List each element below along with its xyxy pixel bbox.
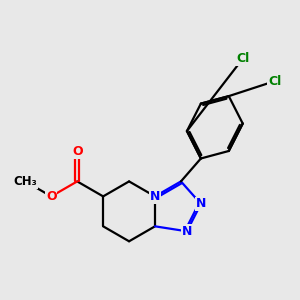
Text: CH₃: CH₃ [14,175,37,188]
Text: O: O [72,145,83,158]
Text: O: O [46,190,57,203]
Text: Cl: Cl [236,52,249,65]
Text: Cl: Cl [268,75,281,88]
Text: N: N [150,190,160,203]
Text: N: N [182,225,192,238]
Text: N: N [196,197,206,210]
